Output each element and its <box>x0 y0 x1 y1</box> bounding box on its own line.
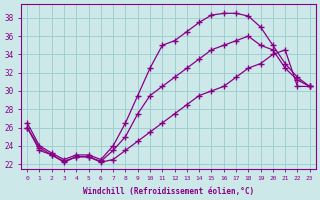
X-axis label: Windchill (Refroidissement éolien,°C): Windchill (Refroidissement éolien,°C) <box>83 187 254 196</box>
